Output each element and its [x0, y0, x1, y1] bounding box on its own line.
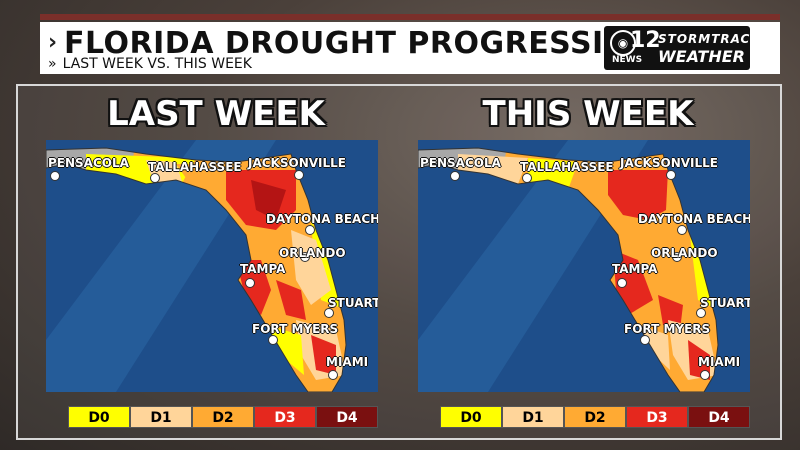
city-label-miami: MIAMI	[326, 355, 369, 369]
legend-d3: D3	[626, 406, 688, 428]
logo-news-label: NEWS	[612, 55, 643, 65]
city-dot-pensacola	[50, 171, 60, 181]
city-dot-pensacola	[450, 171, 460, 181]
map-this-week: PENSACOLA TALLAHASSEE JACKSONVILLE DAYTO…	[418, 140, 750, 392]
city-dot-fort-myers	[640, 335, 650, 345]
city-dot-orlando	[300, 252, 310, 262]
page-subtitle: » LAST WEEK VS. THIS WEEK	[48, 56, 252, 72]
city-dot-tampa	[245, 278, 255, 288]
chevron-right-icon: ›	[48, 30, 58, 55]
legend-d2: D2	[192, 406, 254, 428]
city-label-orlando: ORLANDO	[279, 246, 346, 260]
city-dot-jacksonville	[294, 170, 304, 180]
drought-legend-last-week: D0 D1 D2 D3 D4	[68, 406, 378, 428]
city-dot-miami	[328, 370, 338, 380]
city-label-pensacola: PENSACOLA	[420, 156, 501, 170]
city-label-pensacola: PENSACOLA	[48, 156, 129, 170]
page-title: FLORIDA DROUGHT PROGRESSION	[64, 26, 656, 61]
cbs-eye-icon: ◉	[610, 30, 636, 56]
city-label-daytona: DAYTONA BEACH	[638, 212, 750, 226]
city-dot-tampa	[617, 278, 627, 288]
city-label-stuart: STUART	[700, 296, 750, 310]
city-dot-fort-myers	[268, 335, 278, 345]
logo-stormtrac-label: STORMTRAC	[658, 32, 751, 46]
subtitle-text: LAST WEEK VS. THIS WEEK	[62, 56, 252, 72]
panel-title-this-week: THIS WEEK	[482, 94, 694, 134]
city-label-tampa: TAMPA	[612, 262, 658, 276]
florida-drought-map-this-week	[418, 140, 750, 392]
city-label-jacksonville: JACKSONVILLE	[620, 156, 718, 170]
city-dot-daytona	[305, 225, 315, 235]
map-last-week: PENSACOLA TALLAHASSEE JACKSONVILLE DAYTO…	[46, 140, 378, 392]
city-label-daytona: DAYTONA BEACH	[266, 212, 378, 226]
florida-drought-map-last-week	[46, 140, 378, 392]
legend-d1: D1	[502, 406, 564, 428]
city-dot-tallahassee	[150, 173, 160, 183]
city-dot-stuart	[696, 308, 706, 318]
city-dot-miami	[700, 370, 710, 380]
legend-d3: D3	[254, 406, 316, 428]
city-dot-orlando	[672, 252, 682, 262]
city-dot-jacksonville	[666, 170, 676, 180]
city-label-miami: MIAMI	[698, 355, 741, 369]
double-chevron-icon: »	[48, 56, 57, 72]
legend-d4: D4	[316, 406, 378, 428]
city-label-tallahassee: TALLAHASSEE	[148, 160, 242, 174]
city-label-tampa: TAMPA	[240, 262, 286, 276]
city-label-jacksonville: JACKSONVILLE	[248, 156, 346, 170]
city-dot-tallahassee	[522, 173, 532, 183]
city-label-tallahassee: TALLAHASSEE	[520, 160, 614, 174]
city-dot-daytona	[677, 225, 687, 235]
city-label-fort-myers: FORT MYERS	[252, 322, 339, 336]
city-label-orlando: ORLANDO	[651, 246, 718, 260]
city-label-fort-myers: FORT MYERS	[624, 322, 711, 336]
top-accent-strip	[40, 14, 780, 20]
legend-d0: D0	[440, 406, 502, 428]
legend-d0: D0	[68, 406, 130, 428]
drought-legend-this-week: D0 D1 D2 D3 D4	[440, 406, 750, 428]
logo-channel-number: 12	[630, 28, 661, 53]
station-logo: ◉ 12 NEWS STORMTRAC WEATHER	[604, 26, 750, 70]
logo-weather-label: WEATHER	[658, 47, 745, 66]
legend-d4: D4	[688, 406, 750, 428]
city-dot-stuart	[324, 308, 334, 318]
legend-d1: D1	[130, 406, 192, 428]
city-label-stuart: STUART	[328, 296, 378, 310]
panel-title-last-week: LAST WEEK	[107, 94, 325, 134]
legend-d2: D2	[564, 406, 626, 428]
